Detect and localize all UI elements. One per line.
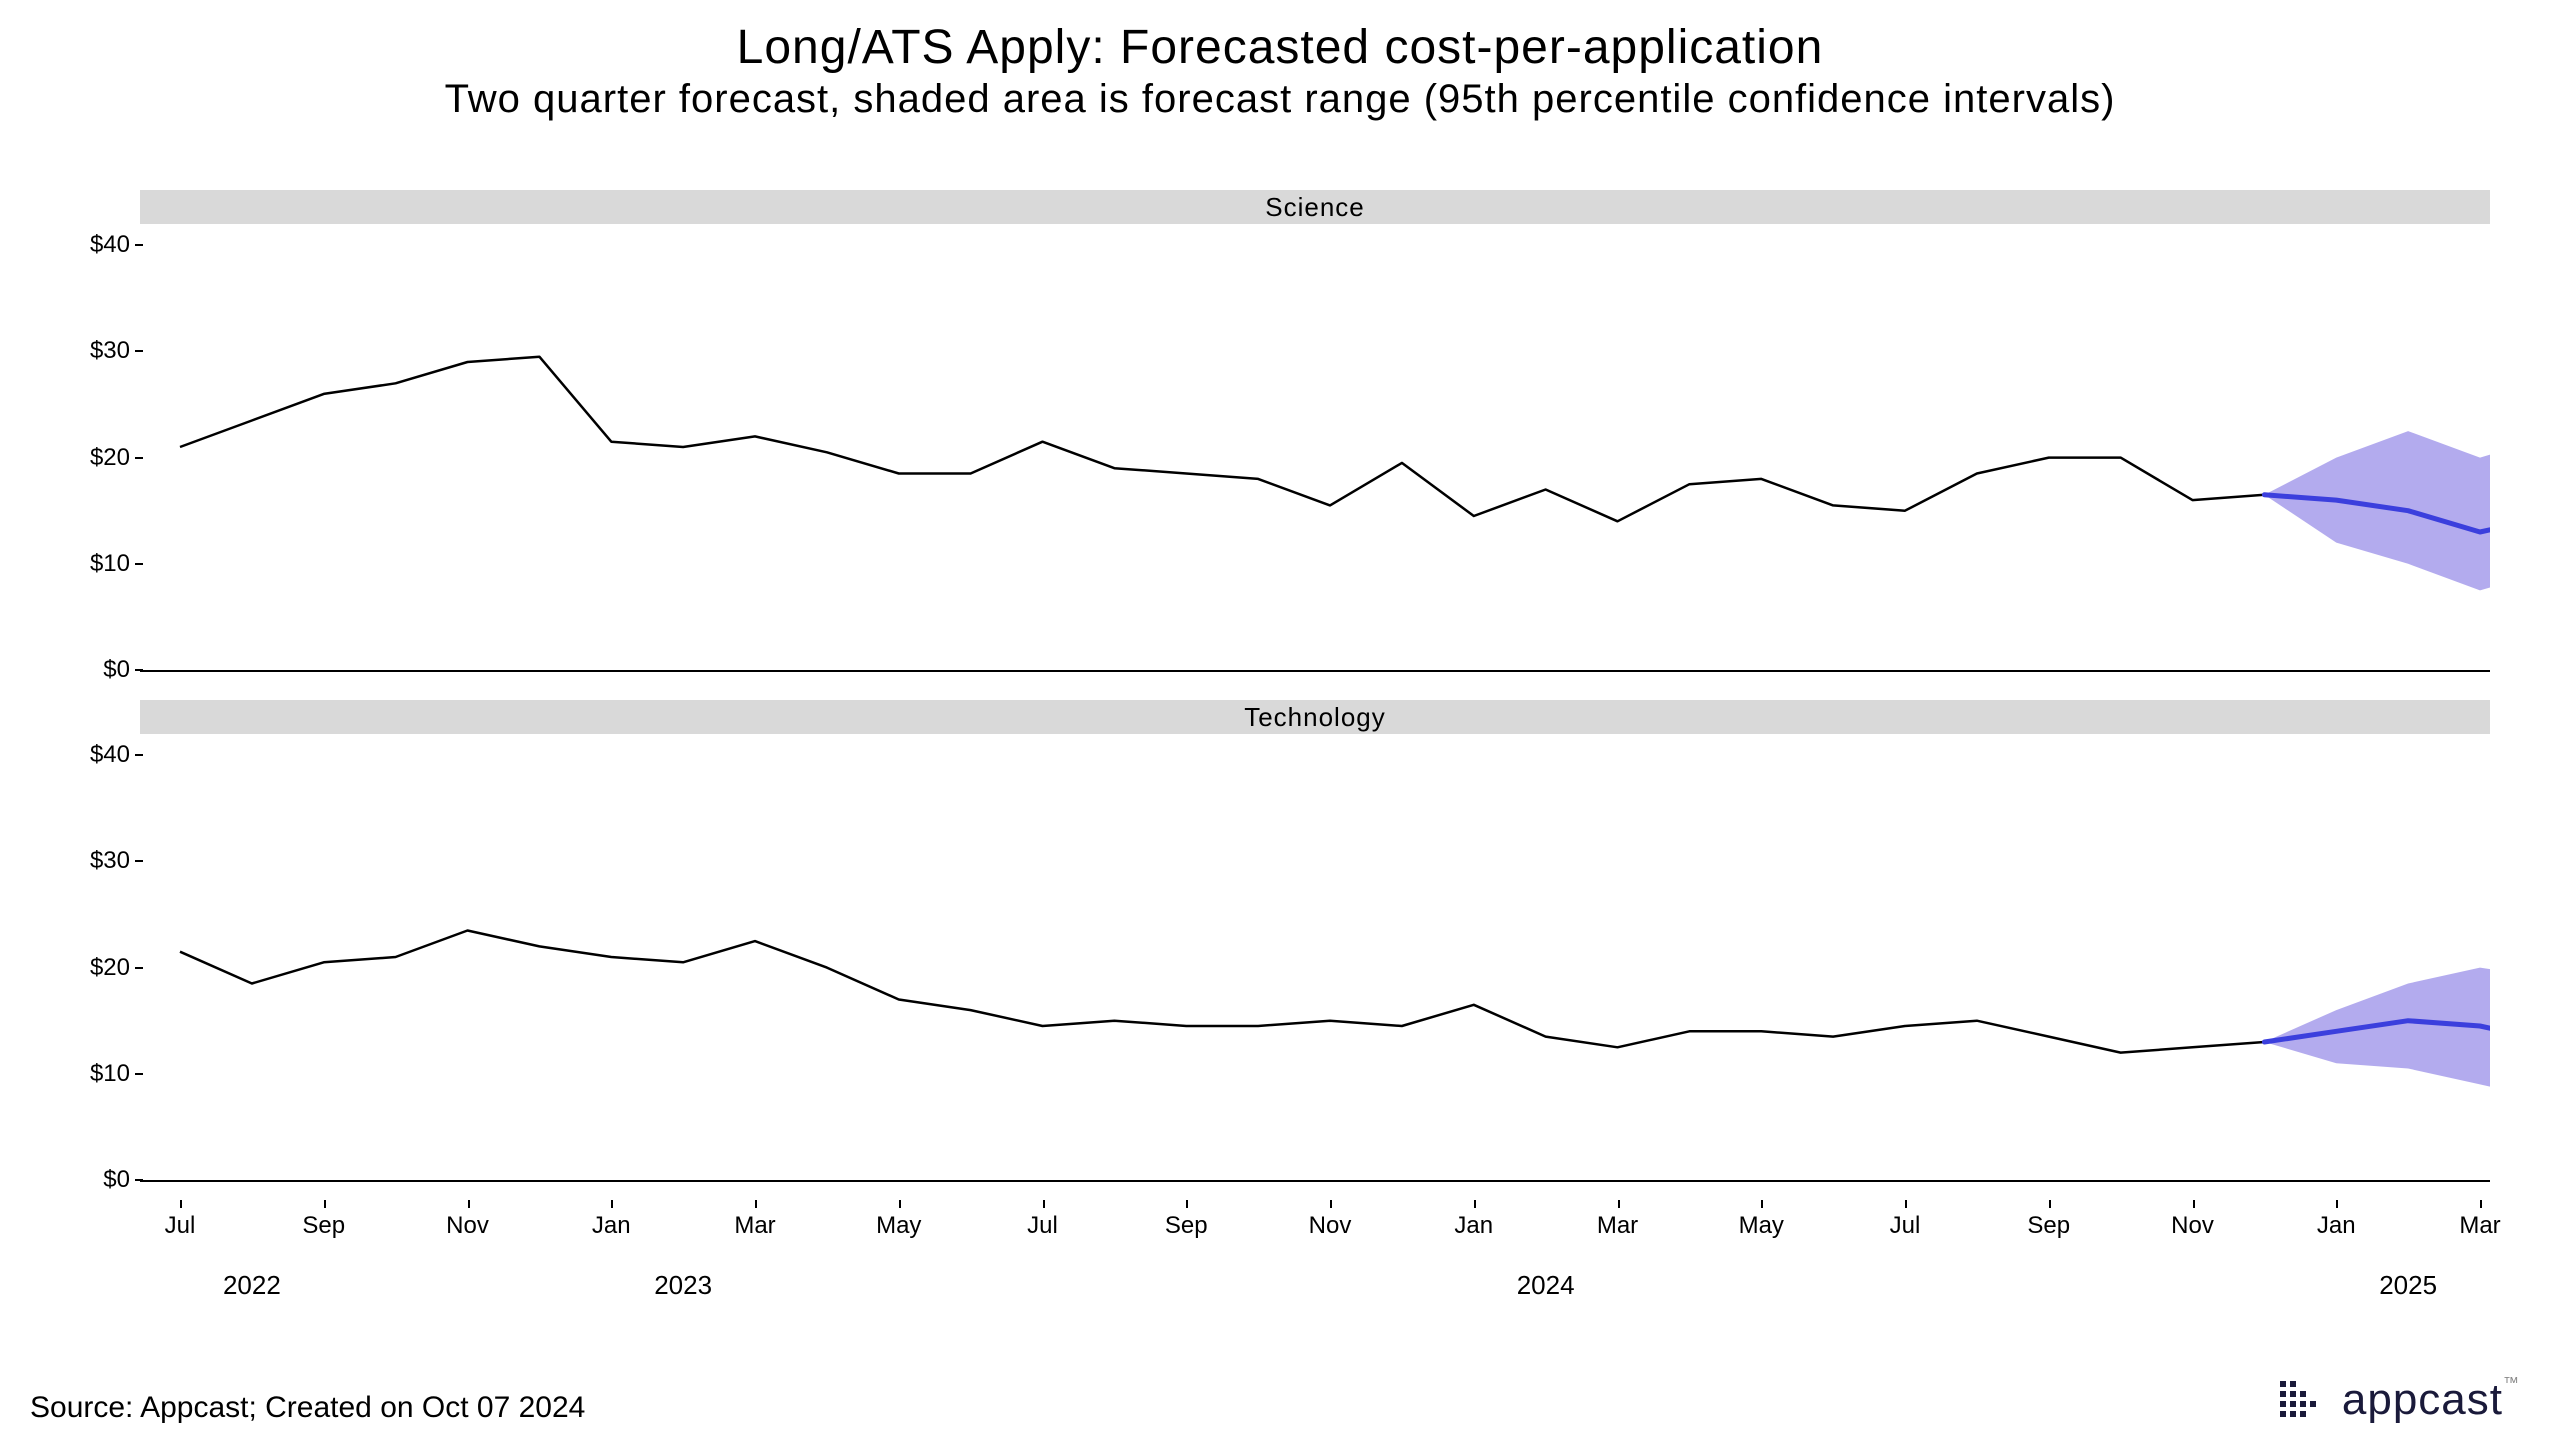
x-tick-label: Mar bbox=[1597, 1212, 1638, 1240]
x-tick-mark bbox=[2193, 1200, 2195, 1208]
x-tick-mark bbox=[2049, 1200, 2051, 1208]
historical-line bbox=[180, 931, 2264, 1053]
year-label: 2024 bbox=[1517, 1270, 1575, 1301]
chart-title: Long/ATS Apply: Forecasted cost-per-appl… bbox=[0, 20, 2560, 75]
x-tick-mark bbox=[1330, 1200, 1332, 1208]
year-label: 2023 bbox=[654, 1270, 712, 1301]
x-tick-mark bbox=[1186, 1200, 1188, 1208]
x-tick-label: Jan bbox=[592, 1212, 631, 1240]
y-tick-label: $20 bbox=[40, 954, 130, 982]
x-tick-label: Nov bbox=[446, 1212, 489, 1240]
x-tick-label: May bbox=[876, 1212, 921, 1240]
x-tick-label: May bbox=[1739, 1212, 1784, 1240]
x-tick-mark bbox=[1618, 1200, 1620, 1208]
chart-panel: Science$0$10$20$30$40 bbox=[40, 190, 2500, 670]
logo-text: appcast™ bbox=[2342, 1375, 2520, 1425]
source-text: Source: Appcast; Created on Oct 07 2024 bbox=[30, 1391, 585, 1425]
forecast-band bbox=[2264, 426, 2490, 601]
y-tick-label: $30 bbox=[40, 337, 130, 365]
panel-header: Technology bbox=[140, 700, 2490, 734]
x-tick-label: Jan bbox=[2317, 1212, 2356, 1240]
year-label: 2025 bbox=[2379, 1270, 2437, 1301]
x-tick-label: Sep bbox=[2027, 1212, 2070, 1240]
chart-subtitle: Two quarter forecast, shaded area is for… bbox=[0, 77, 2560, 122]
y-tick-label: $0 bbox=[40, 1166, 130, 1194]
plot-svg bbox=[140, 224, 2490, 670]
x-tick-label: Jul bbox=[1027, 1212, 1058, 1240]
x-tick-label: Mar bbox=[734, 1212, 775, 1240]
y-tick-label: $10 bbox=[40, 550, 130, 578]
y-tick-label: $30 bbox=[40, 847, 130, 875]
x-tick-label: Nov bbox=[2171, 1212, 2214, 1240]
charts-container: Science $0 $10 $20 $30 $40 Technology $0 $10 $20 $… bbox=[40, 190, 2500, 1210]
y-tick-label: $40 bbox=[40, 231, 130, 259]
x-tick-mark bbox=[1761, 1200, 1763, 1208]
y-tick-label: $10 bbox=[40, 1060, 130, 1088]
x-tick-mark bbox=[1474, 1200, 1476, 1208]
year-label: 2022 bbox=[223, 1270, 281, 1301]
x-tick-label: Mar bbox=[2459, 1212, 2500, 1240]
page-root: Long/ATS Apply: Forecasted cost-per-appl… bbox=[0, 0, 2560, 1455]
x-tick-label: Nov bbox=[1309, 1212, 1352, 1240]
plot-svg bbox=[140, 734, 2490, 1180]
x-tick-mark bbox=[324, 1200, 326, 1208]
title-block: Long/ATS Apply: Forecasted cost-per-appl… bbox=[0, 0, 2560, 122]
x-tick-label: Jul bbox=[1890, 1212, 1921, 1240]
x-tick-mark bbox=[2336, 1200, 2338, 1208]
y-tick-label: $40 bbox=[40, 741, 130, 769]
forecast-band bbox=[2264, 962, 2490, 1121]
x-tick-label: Jan bbox=[1454, 1212, 1493, 1240]
x-tick-label: Sep bbox=[302, 1212, 345, 1240]
plot-area bbox=[140, 734, 2490, 1182]
appcast-logo: appcast™ bbox=[2280, 1375, 2520, 1425]
x-tick-mark bbox=[468, 1200, 470, 1208]
x-tick-label: Jul bbox=[165, 1212, 196, 1240]
x-tick-mark bbox=[899, 1200, 901, 1208]
x-tick-mark bbox=[2480, 1200, 2482, 1208]
x-tick-mark bbox=[1043, 1200, 1045, 1208]
x-tick-mark bbox=[755, 1200, 757, 1208]
x-tick-mark bbox=[611, 1200, 613, 1208]
x-tick-mark bbox=[1905, 1200, 1907, 1208]
logo-icon bbox=[2280, 1375, 2330, 1425]
chart-panel: Technology$0$10$20$30$40 bbox=[40, 700, 2500, 1180]
x-axis: Jul Sep Nov Jan Mar May Jul Sep Nov Jan Mar May Jul S… bbox=[140, 1200, 2490, 1320]
x-tick-mark bbox=[180, 1200, 182, 1208]
plot-area bbox=[140, 224, 2490, 672]
historical-line bbox=[180, 357, 2264, 522]
x-tick-label: Sep bbox=[1165, 1212, 1208, 1240]
panel-header: Science bbox=[140, 190, 2490, 224]
y-tick-label: $0 bbox=[40, 656, 130, 684]
y-tick-label: $20 bbox=[40, 444, 130, 472]
